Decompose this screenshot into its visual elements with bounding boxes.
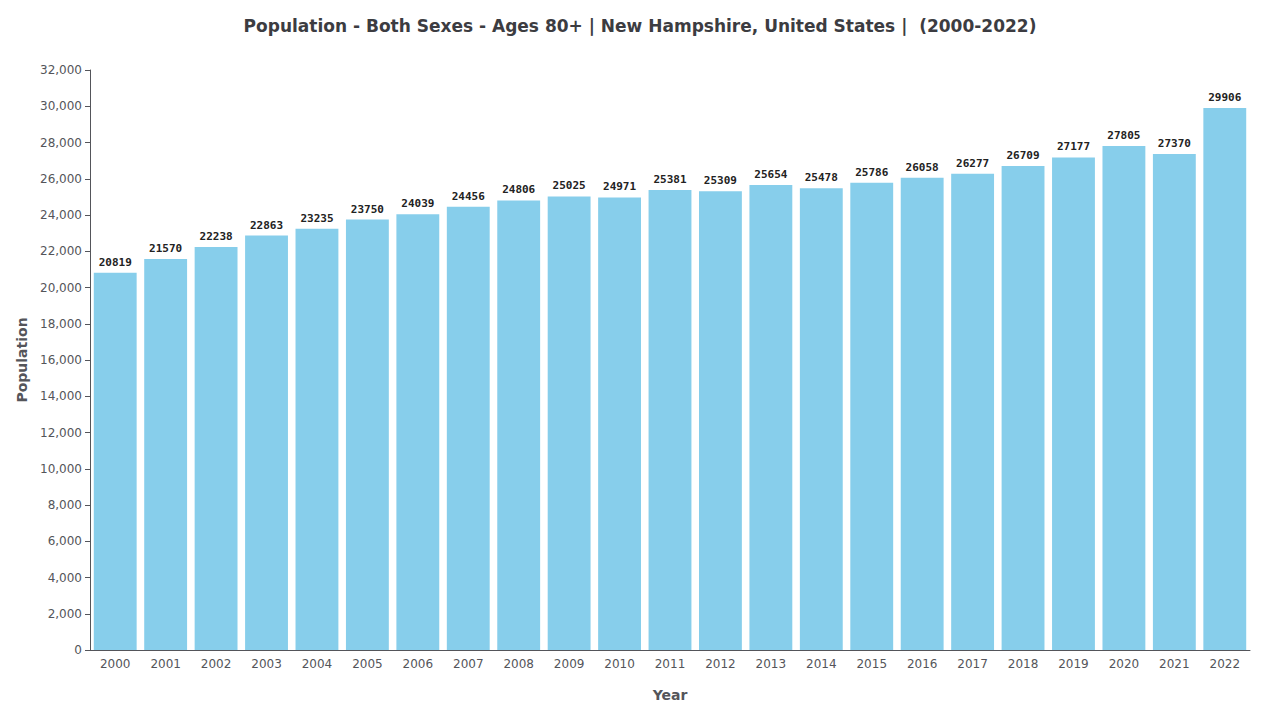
svg-text:2020: 2020 bbox=[1109, 657, 1140, 671]
svg-text:2021: 2021 bbox=[1159, 657, 1190, 671]
svg-text:2002: 2002 bbox=[201, 657, 232, 671]
svg-text:2011: 2011 bbox=[655, 657, 686, 671]
svg-text:2008: 2008 bbox=[503, 657, 534, 671]
svg-text:2022: 2022 bbox=[1210, 657, 1241, 671]
svg-text:2017: 2017 bbox=[957, 657, 988, 671]
svg-text:27370: 27370 bbox=[1158, 137, 1191, 150]
svg-text:4,000: 4,000 bbox=[48, 571, 82, 585]
svg-text:24039: 24039 bbox=[401, 197, 434, 210]
svg-text:2010: 2010 bbox=[604, 657, 635, 671]
svg-text:2005: 2005 bbox=[352, 657, 383, 671]
svg-text:22238: 22238 bbox=[200, 230, 233, 243]
svg-text:25381: 25381 bbox=[653, 173, 686, 186]
svg-text:2001: 2001 bbox=[150, 657, 181, 671]
svg-text:23750: 23750 bbox=[351, 203, 384, 216]
svg-text:27805: 27805 bbox=[1107, 129, 1140, 142]
svg-text:2003: 2003 bbox=[251, 657, 282, 671]
svg-text:20,000: 20,000 bbox=[40, 281, 82, 295]
svg-text:2016: 2016 bbox=[907, 657, 938, 671]
svg-text:30,000: 30,000 bbox=[40, 99, 82, 113]
svg-text:16,000: 16,000 bbox=[40, 353, 82, 367]
svg-text:26709: 26709 bbox=[1006, 149, 1039, 162]
svg-text:2013: 2013 bbox=[756, 657, 787, 671]
svg-text:18,000: 18,000 bbox=[40, 317, 82, 331]
svg-text:25309: 25309 bbox=[704, 174, 737, 187]
svg-text:2019: 2019 bbox=[1058, 657, 1089, 671]
svg-text:10,000: 10,000 bbox=[40, 462, 82, 476]
svg-text:Population - Both Sexes - Ages: Population - Both Sexes - Ages 80+ | New… bbox=[244, 16, 1037, 36]
svg-text:24971: 24971 bbox=[603, 180, 636, 193]
svg-text:8,000: 8,000 bbox=[48, 498, 82, 512]
svg-text:0: 0 bbox=[74, 643, 82, 657]
svg-text:26,000: 26,000 bbox=[40, 172, 82, 186]
svg-text:2000: 2000 bbox=[100, 657, 131, 671]
svg-text:29906: 29906 bbox=[1208, 91, 1241, 104]
svg-text:2012: 2012 bbox=[705, 657, 736, 671]
svg-text:2006: 2006 bbox=[403, 657, 434, 671]
svg-text:26277: 26277 bbox=[956, 157, 989, 170]
svg-text:25025: 25025 bbox=[553, 179, 586, 192]
svg-text:25786: 25786 bbox=[855, 166, 888, 179]
svg-text:22,000: 22,000 bbox=[40, 244, 82, 258]
svg-text:6,000: 6,000 bbox=[48, 534, 82, 548]
svg-text:22863: 22863 bbox=[250, 219, 283, 232]
svg-text:26058: 26058 bbox=[906, 161, 939, 174]
svg-text:25654: 25654 bbox=[754, 168, 787, 181]
svg-text:Population: Population bbox=[14, 317, 30, 402]
svg-text:20819: 20819 bbox=[99, 256, 132, 269]
svg-text:12,000: 12,000 bbox=[40, 426, 82, 440]
svg-text:2007: 2007 bbox=[453, 657, 484, 671]
svg-text:24806: 24806 bbox=[502, 183, 535, 196]
svg-text:23235: 23235 bbox=[300, 212, 333, 225]
svg-text:25478: 25478 bbox=[805, 171, 838, 184]
svg-text:24456: 24456 bbox=[452, 190, 485, 203]
svg-text:2009: 2009 bbox=[554, 657, 585, 671]
svg-text:32,000: 32,000 bbox=[40, 63, 82, 77]
svg-text:2004: 2004 bbox=[302, 657, 333, 671]
svg-text:27177: 27177 bbox=[1057, 140, 1090, 153]
svg-text:2,000: 2,000 bbox=[48, 607, 82, 621]
svg-text:2014: 2014 bbox=[806, 657, 837, 671]
svg-text:2018: 2018 bbox=[1008, 657, 1039, 671]
svg-text:21570: 21570 bbox=[149, 242, 182, 255]
svg-text:2015: 2015 bbox=[856, 657, 887, 671]
svg-text:24,000: 24,000 bbox=[40, 208, 82, 222]
svg-text:28,000: 28,000 bbox=[40, 136, 82, 150]
svg-text:14,000: 14,000 bbox=[40, 389, 82, 403]
svg-text:Year: Year bbox=[652, 687, 688, 703]
